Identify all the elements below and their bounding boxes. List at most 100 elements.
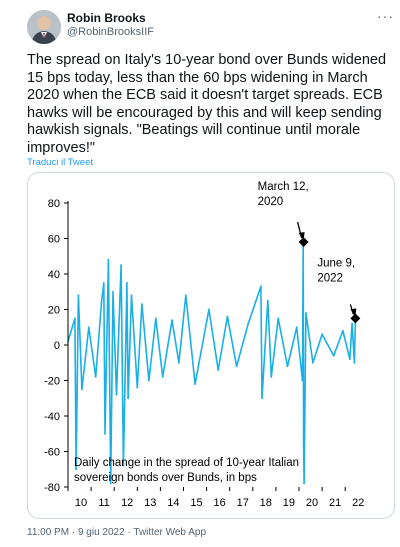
series-layer [67,241,357,485]
annotation-layer: March 12, 2020 June 9, 2022 [258,181,361,324]
data-point [295,326,298,329]
data-point [351,322,354,325]
data-point [303,482,305,485]
data-point [266,299,269,302]
data-point [226,315,229,318]
data-point [177,361,180,364]
data-point [74,317,76,320]
x-tick-label: 10 [75,497,87,509]
tweet-media-chart[interactable]: 80 60 40 20 0 -20 -40 -60 -80 10 11 12 13 14 15 16 17 18 1… [27,172,395,519]
data-point [100,301,103,304]
y-tick-label: 0 [54,340,60,352]
x-tick-label: 18 [260,497,272,509]
data-point [80,388,83,391]
data-point [87,326,90,329]
data-point [305,312,307,314]
data-point [136,386,139,389]
data-point [261,397,263,400]
tweet-time[interactable]: 11:00 PM [27,527,70,538]
data-point [348,358,351,361]
data-point [107,258,110,261]
data-point [194,383,196,385]
data-point [161,376,164,378]
annotation-label: 2020 [258,196,284,208]
data-point [120,264,123,267]
annotation-label: 2022 [317,272,343,284]
data-point [208,308,210,311]
annotation-label: March 12, [258,181,309,193]
data-point [353,361,356,364]
more-dots-icon[interactable]: ··· [377,8,394,24]
axis-layer: 80 60 40 20 0 -20 -40 -60 -80 10 11 12 13 14 15 16 17 18 1… [44,198,364,509]
data-point [126,281,128,284]
y-tick-label: 20 [48,305,60,317]
x-tick-label: 15 [190,497,202,509]
annotation-marker [350,313,361,324]
data-point [154,317,157,320]
chart-caption-line: Daily change in the spread of 10-year It… [74,457,299,469]
data-point [104,432,106,435]
spread-chart: 80 60 40 20 0 -20 -40 -60 -80 10 11 12 13 14 15 16 17 18 1… [44,181,364,509]
footer-separator: · [124,527,134,538]
data-point [127,397,129,400]
y-tick-label: -40 [44,411,60,423]
data-point [94,376,97,378]
data-point [301,379,304,382]
data-point [102,281,105,284]
data-point [109,482,112,485]
data-point [302,441,305,444]
caption-layer: Daily change in the spread of 10-year It… [74,457,299,484]
tweet-date[interactable]: 9 giu 2022 [77,527,125,538]
avatar[interactable] [27,10,61,44]
chart-caption-line: sovereign bonds over Bunds, in bps [74,472,257,484]
data-point [286,365,289,368]
y-tick-label: 60 [48,234,60,246]
x-tick-label: 16 [213,497,225,509]
data-point [217,368,220,371]
tweet-source-app[interactable]: Twitter Web App [133,527,207,538]
x-tick-label: 22 [352,497,364,509]
data-point [311,361,314,364]
data-point [332,354,335,357]
author-handle[interactable]: @RobinBrooksIIF [67,26,154,38]
data-point [115,393,118,396]
y-tick-label: 80 [48,198,60,210]
data-point [270,376,273,378]
x-tick-label: 17 [237,497,249,509]
data-point [247,322,250,325]
x-tick-label: 13 [144,497,156,509]
data-point [112,290,114,293]
data-point [184,294,187,297]
y-tick-label: 40 [48,269,60,281]
footer-separator: · [69,527,78,538]
data-point [130,294,133,297]
data-point [235,365,238,368]
author-name[interactable]: Robin Brooks [67,11,146,25]
data-point [321,333,324,336]
y-tick-label: -20 [44,376,60,388]
data-point [171,319,173,322]
translate-link[interactable]: Traduci il Tweet [27,157,93,168]
x-tick-label: 12 [121,497,133,509]
x-tick-label: 11 [98,497,109,509]
data-point [341,329,344,332]
tweet-footer: 11:00 PM · 9 giu 2022 · Twitter Web App [27,527,206,538]
tweet-text: The spread on Italy's 10-year bond over … [27,52,387,156]
x-tick-label: 19 [283,497,295,509]
avatar-photo-icon [27,10,61,44]
data-point [122,464,125,467]
x-tick-label: 21 [329,497,341,509]
x-tick-label: 20 [306,497,318,509]
annotation-label: June 9, [317,257,355,269]
data-point [277,317,280,320]
annotation-marker [298,237,309,247]
data-point [77,294,80,297]
data-point [75,468,77,471]
data-point [141,303,143,306]
data-point [147,379,150,382]
x-tick-label: 14 [167,497,179,509]
y-tick-label: -60 [44,447,60,459]
y-tick-label: -80 [44,482,60,494]
data-point [259,285,262,288]
